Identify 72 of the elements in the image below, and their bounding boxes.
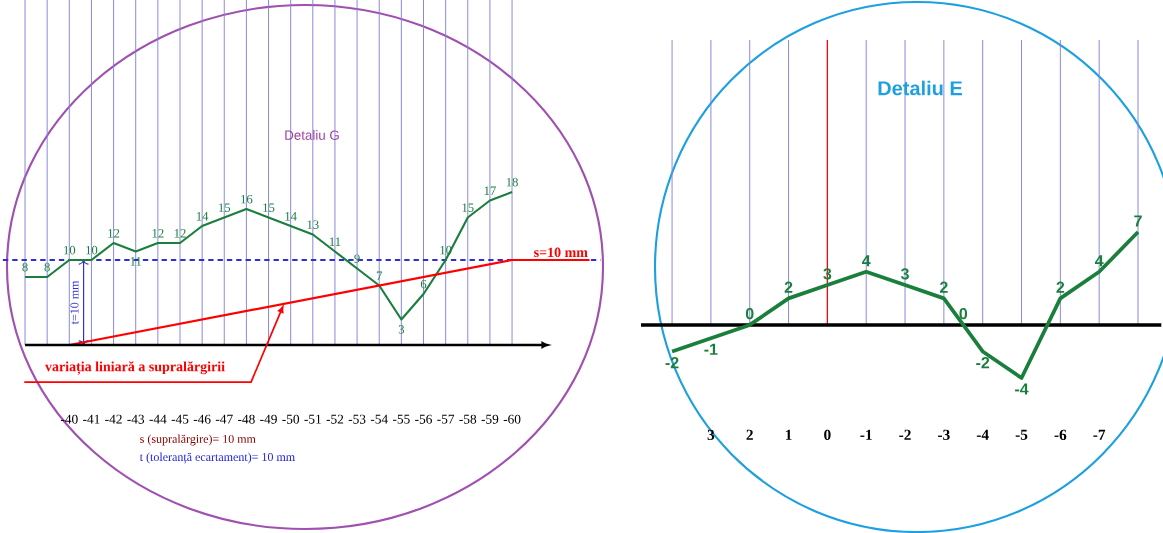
x-tick-label: -51 [304, 414, 321, 424]
data-label: 15 [462, 203, 474, 212]
x-tick-label: 3 [707, 429, 715, 441]
data-label: 7 [1134, 215, 1142, 227]
data-label: 14 [196, 212, 209, 221]
x-tick-label: -52 [326, 414, 344, 424]
data-label: 15 [263, 203, 275, 212]
data-label: 8 [44, 262, 50, 272]
x-tick-label: 1 [785, 429, 792, 440]
data-label: 3 [900, 268, 909, 280]
x-tick-label: -47 [215, 414, 233, 424]
x-tick-label: -49 [260, 414, 277, 424]
data-label: 8 [22, 262, 28, 272]
text: t (toleranță ecartament)= 10 mm [139, 452, 295, 464]
data-label: 0 [959, 307, 968, 320]
data-label: 12 [108, 229, 120, 238]
data-label: 11 [329, 237, 341, 246]
data-label: -1 [704, 343, 718, 355]
ref-line-label: t=10 mm [70, 280, 79, 325]
data-label: -2 [976, 357, 990, 369]
x-tick-label: -44 [149, 414, 167, 424]
annotation: variația liniară a supralărgirii [44, 361, 225, 375]
x-tick-label: -56 [415, 414, 432, 424]
data-label: 13 [307, 220, 319, 229]
x-tick-label: -58 [459, 414, 477, 424]
data-label: 12 [152, 229, 164, 238]
data-label: 4 [1094, 255, 1104, 267]
data-label: 10 [86, 245, 98, 255]
data-label: 15 [219, 203, 231, 212]
x-tick-label: -42 [105, 414, 122, 424]
data-label: 17 [484, 186, 496, 195]
x-tick-label: -4 [976, 429, 989, 440]
chart-title: Detaliu E [878, 80, 962, 96]
data-label: 11 [130, 257, 142, 266]
data-label: 16 [241, 194, 253, 204]
x-tick-label: 0 [824, 429, 831, 441]
data-label: 0 [745, 307, 754, 320]
x-tick-label: -48 [238, 414, 255, 424]
x-tick-label: 2 [746, 429, 753, 440]
x-tick-label: -45 [171, 414, 189, 424]
x-tick-label: -43 [127, 414, 145, 424]
series-label: s=10 mm [534, 247, 588, 258]
x-tick-label: -7 [1093, 429, 1106, 440]
x-tick-label: -1 [860, 429, 872, 440]
data-label: 9 [354, 254, 360, 263]
data-label: 2 [784, 281, 793, 293]
x-tick-label: -55 [392, 414, 410, 424]
x-tick-label: -2 [899, 429, 911, 440]
x-tick-label: -41 [83, 414, 100, 424]
x-tick-label: -5 [1015, 429, 1028, 440]
data-label: 4 [862, 255, 871, 267]
x-tick-label: -53 [348, 414, 366, 424]
x-tick-label: -59 [481, 414, 499, 424]
data-label: 2 [939, 281, 948, 293]
data-label: 3 [398, 325, 405, 334]
data-label: 6 [420, 279, 427, 289]
data-label: 12 [174, 229, 186, 238]
data-label: 14 [285, 212, 297, 221]
chart-title: Detaliu G [285, 130, 339, 140]
data-label: 10 [64, 245, 76, 255]
x-tick-label: -60 [503, 414, 521, 424]
x-tick-label: -54 [370, 414, 388, 424]
text: s (supralărgire)= 10 mm [140, 434, 256, 446]
x-tick-label: -3 [938, 429, 950, 441]
data-label: 2 [1056, 281, 1065, 293]
x-tick-label: -6 [1054, 429, 1067, 441]
x-tick-label: -50 [282, 414, 300, 424]
x-tick-label: -46 [193, 414, 211, 424]
x-tick-label: -57 [437, 414, 455, 424]
data-label: 18 [506, 177, 518, 187]
data-label: -4 [1015, 383, 1029, 395]
data-label: 7 [376, 271, 383, 280]
